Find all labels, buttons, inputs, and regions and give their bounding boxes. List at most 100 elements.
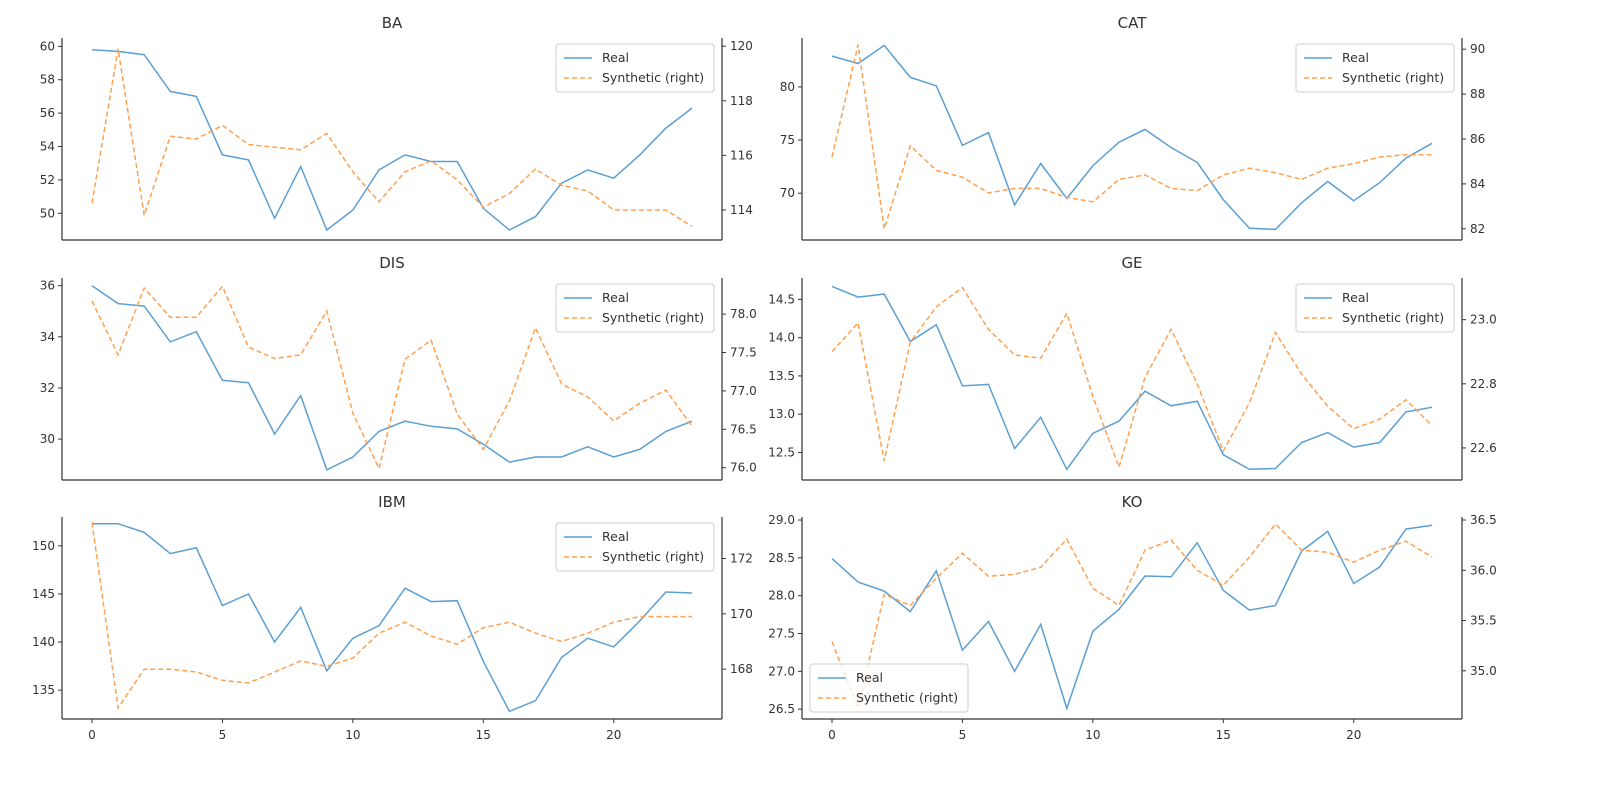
real-series-line: [91, 285, 693, 471]
real-series-line: [831, 285, 1433, 471]
y-tick-label: 28.0: [768, 589, 795, 603]
y2-tick-label: 116: [730, 148, 753, 162]
y-tick-label: 54: [40, 140, 55, 154]
x-tick-label: 0: [88, 728, 96, 742]
y2-tick-label: 36.5: [1470, 513, 1497, 527]
y-tick-label: 36: [40, 279, 55, 293]
y-tick-label: 13.5: [768, 369, 795, 383]
subplot-title: BA: [382, 14, 403, 32]
subplot-ba: BA 50 52 54 56 58 60 114 116 118 120 Real Synthetic …: [40, 14, 753, 241]
synthetic-series-line: [91, 48, 693, 228]
legend-label: Real: [856, 670, 883, 685]
subplot-title: GE: [1121, 254, 1142, 272]
subplot-ko: KO 26.5 27.0 27.5 28.0 28.5 29.0 35.0 35.5 36.0 36…: [768, 493, 1496, 742]
real-series-line: [831, 524, 1433, 711]
y2-tick-label: 77.0: [730, 384, 757, 398]
y2-tick-label: 120: [730, 39, 753, 53]
y-tick-label: 12.5: [768, 445, 795, 459]
subplot-title: CAT: [1118, 14, 1148, 32]
x-tick-label: 15: [1216, 728, 1231, 742]
y2-tick-label: 35.0: [1470, 664, 1497, 678]
y-tick-label: 13.0: [768, 407, 795, 421]
y-tick-label: 26.5: [768, 702, 795, 716]
x-tick-label: 15: [476, 728, 491, 742]
y2-tick-label: 77.5: [730, 346, 757, 360]
y-tick-label: 14.0: [768, 331, 795, 345]
real-series-line: [92, 522, 693, 713]
y-tick-label: 29.0: [768, 513, 795, 527]
y2-tick-label: 114: [730, 203, 753, 217]
y2-tick-label: 78.0: [730, 307, 757, 321]
y-tick-label: 75: [780, 133, 795, 147]
subplot-title: IBM: [378, 493, 406, 511]
y2-tick-label: 168: [730, 662, 753, 676]
x-tick-label: 10: [1085, 728, 1100, 742]
legend-label: Real: [1342, 50, 1369, 65]
y2-tick-label: 36.0: [1470, 563, 1497, 577]
y2-tick-label: 172: [730, 552, 753, 566]
y2-tick-label: 88: [1470, 87, 1485, 101]
legend-label: Real: [602, 529, 629, 544]
y-tick-label: 135: [32, 683, 55, 697]
legend-label: Synthetic (right): [1342, 70, 1444, 85]
x-tick-label: 5: [959, 728, 967, 742]
y2-tick-label: 35.5: [1470, 614, 1497, 628]
subplot-dis: DIS 30 32 34 36 76.0 76.5 77.0 77.5 78.0 Real Synth…: [40, 254, 757, 481]
subplot-title: KO: [1122, 493, 1143, 511]
legend: Real Synthetic (right): [555, 522, 715, 572]
y-tick-label: 14.5: [768, 292, 795, 306]
y2-tick-label: 23.0: [1470, 313, 1497, 327]
legend-label: Synthetic (right): [602, 549, 704, 564]
legend: Real Synthetic (right): [1295, 43, 1455, 93]
y-tick-label: 58: [40, 73, 55, 87]
y-tick-label: 60: [40, 39, 55, 53]
legend-box: [809, 663, 969, 713]
legend-label: Real: [1342, 290, 1369, 305]
legend-label: Synthetic (right): [856, 690, 958, 705]
legend-label: Synthetic (right): [602, 310, 704, 325]
legend: Real Synthetic (right): [1295, 283, 1455, 333]
y-tick-label: 52: [40, 173, 55, 187]
y-tick-label: 145: [32, 587, 55, 601]
y2-tick-label: 84: [1470, 177, 1485, 191]
x-tick-label: 20: [1346, 728, 1361, 742]
y-tick-label: 140: [32, 635, 55, 649]
y-tick-label: 150: [32, 539, 55, 553]
legend: Real Synthetic (right): [555, 43, 715, 93]
legend: Real Synthetic (right): [555, 283, 715, 333]
y2-tick-label: 90: [1470, 42, 1485, 56]
y-tick-label: 56: [40, 106, 55, 120]
subplot-ibm: IBM 135 140 145 150 168 170 172 0 5 10 15 20 Real Synt…: [32, 493, 753, 742]
real-series-line: [91, 48, 693, 232]
y2-tick-label: 170: [730, 607, 753, 621]
real-series-line: [831, 44, 1433, 231]
legend-box: [1295, 43, 1455, 93]
x-tick-label: 10: [345, 728, 360, 742]
y-tick-label: 70: [780, 186, 795, 200]
y-tick-label: 34: [40, 330, 55, 344]
y2-tick-label: 22.8: [1470, 377, 1497, 391]
y-tick-label: 27.5: [768, 627, 795, 641]
legend-box: [555, 43, 715, 93]
y2-tick-label: 118: [730, 94, 753, 108]
y2-tick-label: 82: [1470, 222, 1485, 236]
synthetic-series-line: [91, 284, 693, 471]
subplot-title: DIS: [379, 254, 405, 272]
y2-tick-label: 86: [1470, 132, 1485, 146]
legend-label: Synthetic (right): [1342, 310, 1444, 325]
synthetic-series-line: [831, 44, 1432, 230]
y2-tick-label: 76.5: [730, 422, 757, 436]
legend-box: [1295, 283, 1455, 333]
legend-label: Real: [602, 50, 629, 65]
y-tick-label: 30: [40, 432, 55, 446]
y-tick-label: 32: [40, 381, 55, 395]
legend-box: [555, 522, 715, 572]
legend-box: [555, 283, 715, 333]
y-tick-label: 28.5: [768, 551, 795, 565]
y-tick-label: 50: [40, 206, 55, 220]
synthetic-series-line: [831, 522, 1433, 711]
synthetic-series-line: [91, 522, 692, 710]
subplot-ge: GE 12.5 13.0 13.5 14.0 14.5 22.6 22.8 23.0 Real Sy…: [768, 254, 1497, 481]
y-tick-label: 27.0: [768, 664, 795, 678]
